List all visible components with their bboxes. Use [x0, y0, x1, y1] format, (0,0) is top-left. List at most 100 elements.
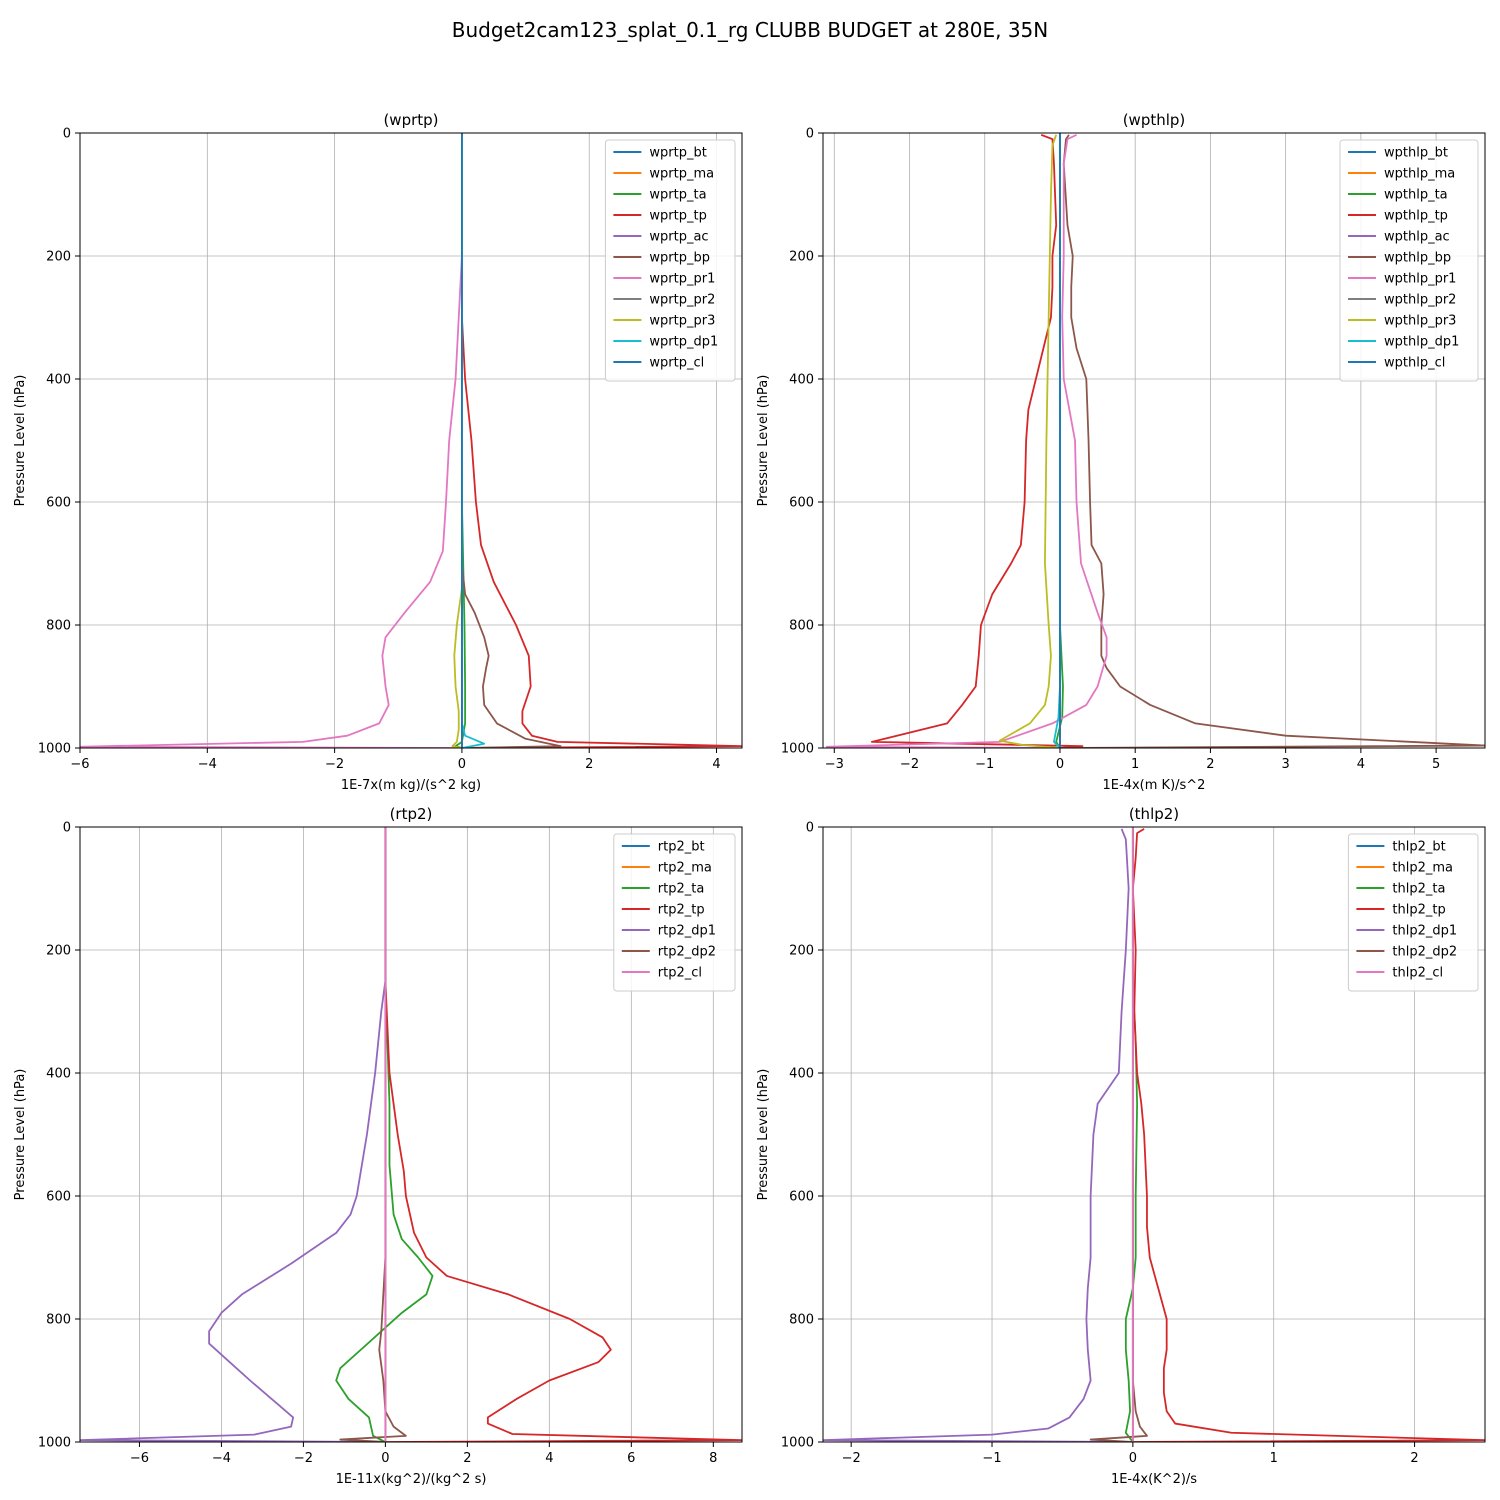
legend-entry: wpthlp_pr2 — [1384, 293, 1456, 308]
panel-thlp2: −2 −1 0 1 2 0 200 400 600 800 1000 (thlp2) 1E-4x(K^2… — [756, 805, 1486, 1487]
y-tick-label: 400 — [46, 373, 71, 388]
panel-wprtp: −6 −4 −2 0 2 4 0 200 400 600 800 1000 (wprtp) 1E-7x(m… — [13, 111, 743, 793]
legend-entry: wprtp_bt — [649, 146, 706, 161]
legend-entry: wpthlp_ma — [1384, 167, 1455, 182]
y-tick-label: 800 — [789, 619, 814, 634]
legend-entry: wpthlp_ac — [1384, 230, 1450, 245]
legend-entry: wprtp_ma — [649, 167, 714, 182]
legend-entry: rtp2_ma — [658, 861, 712, 876]
x-tick-label: 4 — [712, 757, 720, 772]
series-line-rtp2_tp — [384, 827, 742, 1442]
legend-entry: wprtp_dp1 — [649, 335, 718, 350]
y-tick-label: 200 — [789, 944, 814, 959]
legend-entry: wprtp_bp — [649, 251, 710, 266]
legend-entry: thlp2_dp1 — [1392, 924, 1457, 939]
legend-entry: wprtp_cl — [649, 356, 704, 371]
legend-entry: thlp2_cl — [1392, 966, 1443, 981]
series-line-wprtp_pr1 — [80, 133, 463, 748]
x-tick-label: 4 — [545, 1451, 553, 1466]
series-line-rtp2_dp2 — [339, 827, 407, 1442]
series-line-thlp2_tp — [1131, 828, 1485, 1442]
series-group — [80, 133, 742, 748]
x-tick-label: −2 — [900, 757, 919, 772]
series-line-thlp2_dp1 — [823, 828, 1133, 1442]
x-tick-label: −2 — [294, 1451, 313, 1466]
y-tick-label: 800 — [46, 619, 71, 634]
panel-title: (rtp2) — [390, 805, 433, 823]
x-tick-label: −6 — [130, 1451, 149, 1466]
series-line-wpthlp_tp — [871, 133, 1084, 748]
legend-entry: wprtp_ac — [649, 230, 708, 245]
legend-entry: wpthlp_bt — [1384, 146, 1448, 161]
y-tick-label: 400 — [789, 1067, 814, 1082]
y-tick-label: 1000 — [781, 1436, 814, 1451]
x-axis-label: 1E-11x(kg^2)/(kg^2 s) — [336, 1472, 487, 1487]
legend: rtp2_bt rtp2_ma rtp2_ta rtp2_tp rtp2_dp1 rtp2… — [613, 833, 736, 992]
x-tick-label: 2 — [1206, 757, 1214, 772]
x-tick-label: 0 — [458, 757, 466, 772]
x-tick-label: 4 — [1357, 757, 1365, 772]
y-tick-label: 400 — [789, 373, 814, 388]
legend-entry: wpthlp_ta — [1384, 188, 1448, 203]
x-tick-label: −4 — [212, 1451, 231, 1466]
series-line-rtp2_dp1 — [80, 827, 387, 1442]
legend-entry: wpthlp_pr3 — [1384, 314, 1456, 329]
axes-frame — [822, 826, 1486, 1443]
x-tick-label: −1 — [982, 1451, 1001, 1466]
grid — [80, 826, 742, 1443]
panel-title: (wpthlp) — [1123, 111, 1186, 129]
legend-entry: rtp2_dp1 — [658, 924, 716, 939]
legend-entry: wpthlp_tp — [1384, 209, 1448, 224]
series-line-wpthlp_pr3 — [998, 134, 1061, 748]
y-tick-label: 200 — [46, 944, 71, 959]
legend-entry: rtp2_tp — [658, 903, 705, 918]
x-axis-label: 1E-7x(m kg)/(s^2 kg) — [341, 778, 481, 793]
legend-entry: wprtp_pr2 — [649, 293, 715, 308]
y-axis-label: Pressure Level (hPa) — [756, 1069, 771, 1201]
y-tick-label: 0 — [806, 821, 814, 836]
x-tick-label: −1 — [975, 757, 994, 772]
panel-title: (wprtp) — [383, 111, 438, 129]
x-tick-label: 6 — [627, 1451, 635, 1466]
legend-entry: thlp2_bt — [1392, 840, 1445, 855]
y-tick-label: 0 — [63, 127, 71, 142]
legend-entry: wprtp_tp — [649, 209, 706, 224]
legend-entry: rtp2_dp2 — [658, 945, 716, 960]
x-tick-label: 1 — [1270, 1451, 1278, 1466]
series-line-wprtp_bp — [461, 133, 562, 748]
y-tick-label: 0 — [806, 127, 814, 142]
panel-wpthlp: −3 −2 −1 0 1 2 3 4 5 0 200 400 600 800 1000 (wpthlp) 1E-… — [756, 111, 1486, 793]
legend: wpthlp_bt wpthlp_ma wpthlp_ta wpthlp_tpwpth… — [1339, 139, 1479, 382]
axes-frame — [822, 132, 1486, 749]
y-tick-label: 1000 — [781, 742, 814, 757]
series-line-wprtp_pr3 — [451, 133, 463, 748]
series-line-rtp2_ta — [335, 827, 434, 1442]
series-line-wprtp_tp — [461, 133, 742, 748]
legend: wprtp_bt wprtp_ma wprtp_ta wprtp_tp wprtp_ac… — [604, 139, 736, 382]
x-tick-label: −3 — [825, 757, 844, 772]
legend-entry: thlp2_dp2 — [1392, 945, 1457, 960]
series-line-wprtp_ta — [454, 133, 467, 748]
legend-entry: rtp2_bt — [658, 840, 705, 855]
y-tick-label: 800 — [46, 1313, 71, 1328]
series-line-wpthlp_bp — [1059, 134, 1485, 748]
x-tick-label: 1 — [1131, 757, 1139, 772]
x-tick-label: −2 — [325, 757, 344, 772]
y-tick-label: 600 — [46, 496, 71, 511]
y-axis-label: Pressure Level (hPa) — [13, 1069, 28, 1201]
y-tick-label: 800 — [789, 1313, 814, 1328]
x-tick-label: 2 — [463, 1451, 471, 1466]
legend-entry: thlp2_tp — [1392, 903, 1445, 918]
y-tick-label: 600 — [789, 1190, 814, 1205]
legend-entry: thlp2_ta — [1392, 882, 1445, 897]
legend-entry: wprtp_pr3 — [649, 314, 715, 329]
legend-entry: wprtp_pr1 — [649, 272, 715, 287]
y-axis-label: Pressure Level (hPa) — [756, 375, 771, 507]
x-tick-label: −2 — [842, 1451, 861, 1466]
x-tick-label: −4 — [198, 757, 217, 772]
legend-entry: wprtp_ta — [649, 188, 706, 203]
x-tick-label: 2 — [1410, 1451, 1418, 1466]
y-tick-label: 1000 — [38, 1436, 71, 1451]
x-tick-label: 0 — [1056, 757, 1064, 772]
